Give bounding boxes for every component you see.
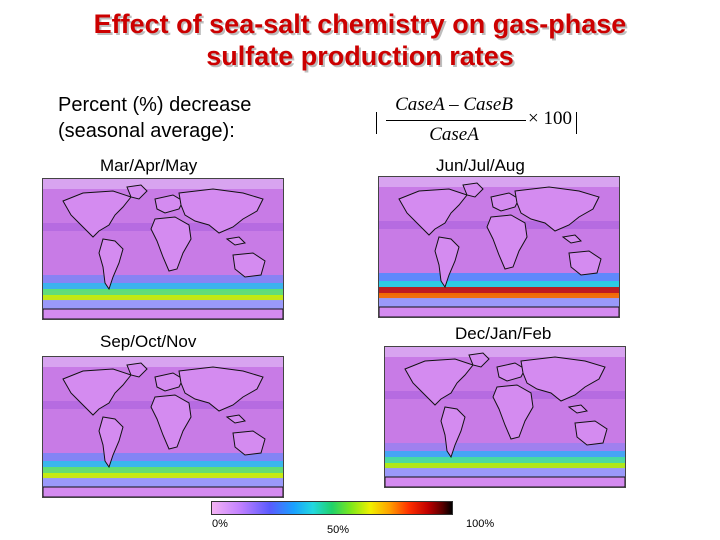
ocean-band xyxy=(385,463,625,469)
title-line-2: sulfate production rates xyxy=(206,41,514,71)
continent-outline xyxy=(43,308,283,319)
ocean-band xyxy=(385,347,625,357)
continent-outline xyxy=(404,358,474,406)
continent-outline xyxy=(398,188,468,236)
percent-formula: CaseA – CaseB CaseA × 100 xyxy=(372,94,584,150)
ocean-band xyxy=(385,451,625,459)
ocean-band xyxy=(43,357,283,367)
continent-outline xyxy=(232,252,266,278)
ocean-band xyxy=(43,289,283,297)
continent-outline xyxy=(486,214,528,270)
continent-outline xyxy=(520,356,606,402)
continent-outline xyxy=(468,352,490,368)
continent-outline xyxy=(232,430,266,456)
ocean-band xyxy=(43,295,283,301)
ocean-band xyxy=(43,478,283,487)
continent-outline xyxy=(150,216,192,272)
continent-outline xyxy=(62,190,132,238)
continent-outline xyxy=(98,416,124,469)
continent-outline xyxy=(385,476,625,487)
colorbar xyxy=(211,501,453,515)
continent-outline xyxy=(62,368,132,416)
fraction-line xyxy=(386,120,526,121)
colorbar-max-label: 100% xyxy=(466,518,495,530)
map-jja xyxy=(378,176,620,318)
continent-outline xyxy=(150,394,192,450)
colorbar-mid-label: 50% xyxy=(327,524,350,536)
ocean-band xyxy=(43,300,283,309)
colorbar-min-label: 0% xyxy=(212,518,228,530)
ocean-band xyxy=(379,298,619,307)
continent-outline xyxy=(225,236,247,246)
continent-outline xyxy=(178,366,264,412)
ocean-band xyxy=(43,467,283,475)
continent-outline xyxy=(490,192,520,212)
continent-outline xyxy=(514,186,600,232)
slide-title: Effect of sea-salt chemistry on gas-phas… xyxy=(0,8,720,72)
continent-outline xyxy=(126,362,148,378)
ocean-band xyxy=(43,179,283,189)
map-mam xyxy=(42,178,284,320)
ocean-band xyxy=(379,281,619,289)
continent-outline xyxy=(567,404,589,414)
ocean-band xyxy=(43,473,283,479)
continent-outline xyxy=(574,420,608,446)
ocean-band xyxy=(385,457,625,465)
ocean-band xyxy=(379,177,619,187)
ocean-band xyxy=(43,283,283,291)
continent-outline xyxy=(561,234,583,244)
continent-outline xyxy=(154,372,184,392)
continent-outline xyxy=(462,182,484,198)
map-son xyxy=(42,356,284,498)
formula-denominator: CaseA xyxy=(429,124,479,145)
season-label-son: Sep/Oct/Nov xyxy=(100,332,197,351)
ocean-band xyxy=(379,287,619,295)
ocean-band xyxy=(43,275,283,285)
subtitle: Percent (%) decrease (seasonal average): xyxy=(58,92,251,144)
season-label-mam: Mar/Apr/May xyxy=(100,156,198,175)
ocean-band xyxy=(379,273,619,283)
formula-numerator: CaseA – CaseB xyxy=(395,94,513,115)
ocean-band xyxy=(385,468,625,477)
continent-outline xyxy=(379,306,619,317)
abs-bar-left xyxy=(376,112,377,134)
continent-outline xyxy=(178,188,264,234)
continent-outline xyxy=(43,486,283,497)
formula-multiplier: × 100 xyxy=(528,108,572,129)
continent-outline xyxy=(126,184,148,200)
ocean-band xyxy=(43,461,283,469)
subtitle-line-1: Percent (%) decrease xyxy=(58,94,252,116)
continent-outline xyxy=(568,250,602,276)
ocean-band xyxy=(385,443,625,453)
ocean-band xyxy=(43,453,283,463)
map-djf xyxy=(384,346,626,488)
continent-outline xyxy=(98,238,124,291)
continent-outline xyxy=(496,362,526,382)
continent-outline xyxy=(440,406,466,459)
continent-outline xyxy=(492,384,534,440)
subtitle-line-2: (seasonal average): xyxy=(58,120,235,142)
season-label-djf: Dec/Jan/Feb xyxy=(455,324,552,343)
continent-outline xyxy=(225,414,247,424)
continent-outline xyxy=(154,194,184,214)
abs-bar-right xyxy=(576,112,577,134)
ocean-band xyxy=(379,293,619,299)
season-label-jja: Jun/Jul/Aug xyxy=(436,156,525,175)
continent-outline xyxy=(434,236,460,289)
title-line-1: Effect of sea-salt chemistry on gas-phas… xyxy=(93,9,627,39)
